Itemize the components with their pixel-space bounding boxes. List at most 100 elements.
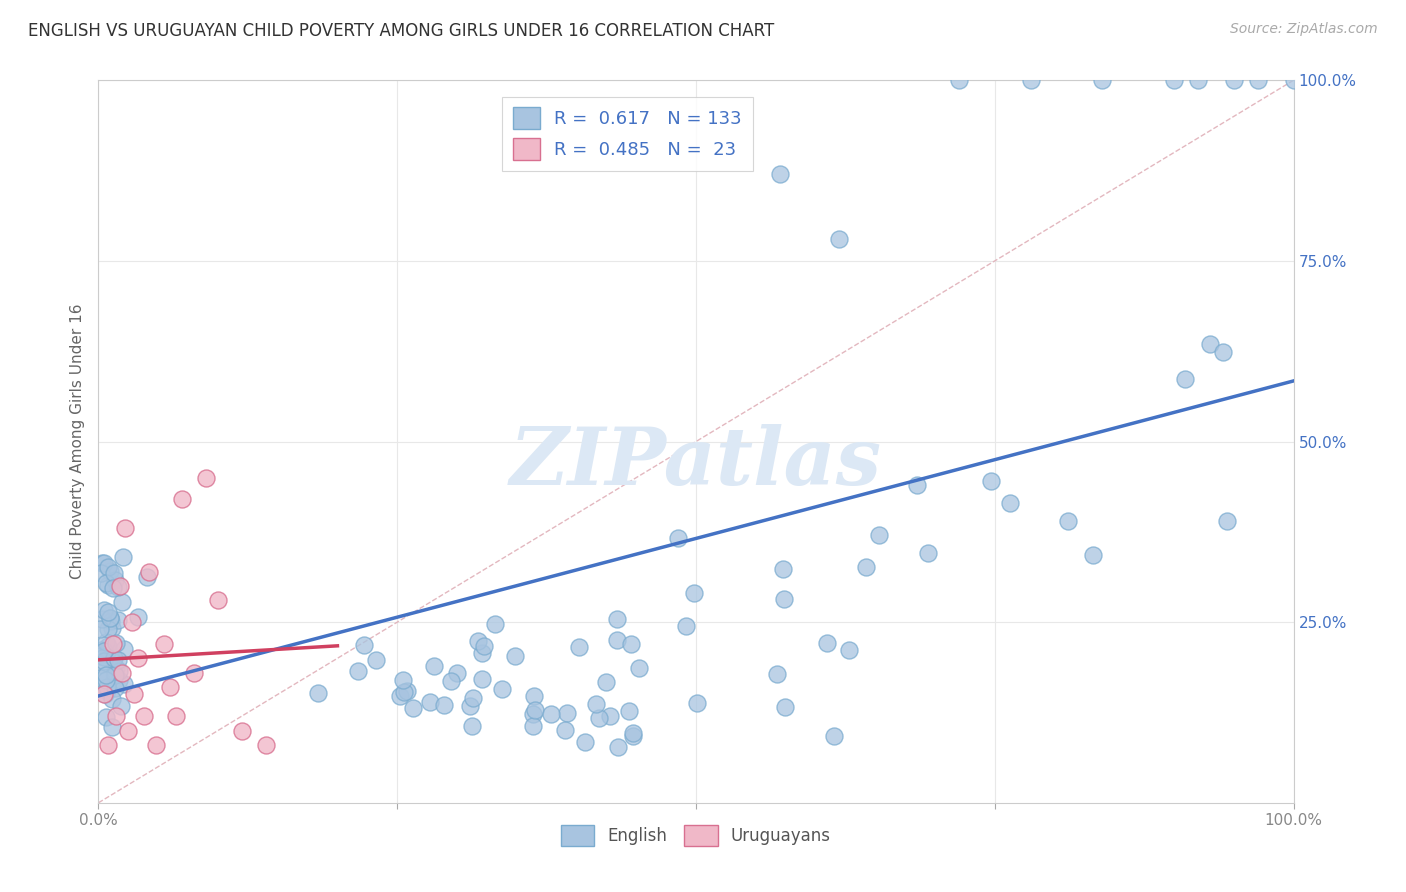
Point	[347, 665, 370, 679]
Point	[124, 687, 146, 701]
Point	[112, 677, 135, 691]
Point	[401, 701, 423, 715]
Text: ZIPatlas: ZIPatlas	[510, 425, 882, 502]
Point	[183, 665, 205, 680]
Point	[107, 614, 129, 628]
Point	[94, 687, 117, 701]
Point	[837, 643, 859, 657]
Point	[353, 638, 375, 652]
Point	[621, 729, 644, 743]
Point	[461, 691, 484, 706]
Point	[159, 680, 181, 694]
Point	[89, 671, 111, 685]
Point	[111, 665, 134, 680]
Point	[103, 566, 125, 580]
Point	[254, 738, 277, 752]
Point	[458, 698, 481, 713]
Point	[103, 667, 125, 681]
Point	[93, 654, 115, 668]
Point	[666, 531, 689, 545]
Point	[606, 612, 628, 626]
Point	[94, 710, 117, 724]
Point	[97, 560, 120, 574]
Point	[98, 611, 121, 625]
Point	[107, 580, 129, 594]
Point	[366, 652, 388, 666]
Point	[389, 689, 412, 703]
Point	[433, 698, 456, 712]
Point	[96, 680, 118, 694]
Point	[89, 622, 111, 636]
Point	[471, 646, 494, 660]
Point	[89, 649, 111, 664]
Point	[980, 474, 1002, 488]
Point	[103, 581, 125, 595]
Point	[768, 167, 790, 181]
Point	[392, 685, 415, 699]
Point	[599, 709, 621, 723]
Point	[98, 610, 121, 624]
Point	[621, 726, 644, 740]
Point	[1163, 73, 1185, 87]
Point	[419, 695, 441, 709]
Point	[101, 637, 124, 651]
Point	[100, 720, 122, 734]
Point	[94, 635, 117, 649]
Point	[828, 232, 851, 246]
Point	[1174, 372, 1197, 386]
Point	[100, 692, 122, 706]
Point	[127, 610, 149, 624]
Point	[307, 686, 329, 700]
Point	[145, 738, 167, 752]
Point	[540, 707, 562, 722]
Point	[231, 723, 253, 738]
Point	[165, 709, 187, 723]
Point	[96, 683, 118, 698]
Point	[107, 673, 129, 687]
Point	[917, 546, 939, 560]
Point	[905, 478, 928, 492]
Point	[620, 637, 643, 651]
Point	[91, 556, 114, 570]
Point	[491, 681, 513, 696]
Point	[104, 636, 127, 650]
Point	[207, 593, 229, 607]
Point	[117, 723, 139, 738]
Point	[111, 595, 134, 609]
Point	[440, 674, 463, 689]
Point	[93, 687, 115, 701]
Point	[107, 652, 129, 666]
Point	[110, 699, 132, 714]
Point	[1091, 73, 1114, 87]
Point	[1199, 337, 1222, 351]
Point	[105, 661, 128, 675]
Point	[392, 673, 415, 688]
Point	[868, 528, 890, 542]
Point	[97, 639, 120, 653]
Point	[136, 570, 159, 584]
Text: Source: ZipAtlas.com: Source: ZipAtlas.com	[1230, 22, 1378, 37]
Point	[683, 586, 706, 600]
Point	[574, 734, 596, 748]
Point	[555, 706, 578, 720]
Point	[523, 690, 546, 704]
Point	[595, 675, 617, 690]
Point	[138, 565, 160, 579]
Legend: English, Uruguayans: English, Uruguayans	[554, 819, 838, 852]
Point	[1216, 514, 1239, 528]
Point	[96, 673, 118, 688]
Point	[772, 592, 794, 607]
Point	[90, 566, 112, 580]
Point	[104, 681, 127, 696]
Point	[998, 496, 1021, 510]
Point	[823, 730, 845, 744]
Point	[461, 718, 484, 732]
Point	[524, 703, 547, 717]
Point	[815, 636, 838, 650]
Point	[585, 697, 607, 711]
Point	[472, 640, 495, 654]
Point	[91, 612, 114, 626]
Point	[121, 615, 143, 630]
Point	[686, 696, 709, 710]
Point	[127, 651, 149, 665]
